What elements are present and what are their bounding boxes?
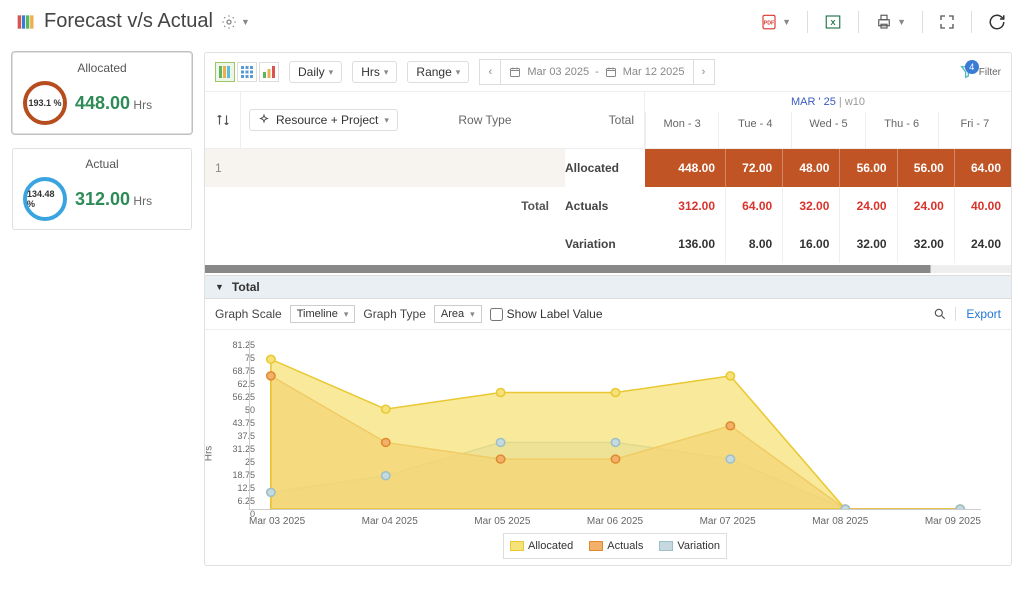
show-label-checkbox[interactable]: Show Label Value — [490, 307, 603, 321]
x-tick: Mar 08 2025 — [812, 516, 868, 527]
grid-icon — [241, 66, 253, 78]
range-select[interactable]: Range▾ — [407, 61, 469, 83]
excel-export[interactable]: X — [822, 11, 844, 33]
allocated-value: 448.00 — [75, 93, 130, 113]
day-header: Fri - 7 — [938, 112, 1011, 148]
view-grid[interactable] — [237, 62, 257, 82]
collapse-icon[interactable]: ▼ — [215, 282, 224, 292]
filter-button[interactable]: 4 Filter — [959, 64, 1001, 80]
legend-item: Variation — [659, 540, 720, 552]
actual-ring: 134.48 % — [23, 177, 67, 221]
y-axis-label: Hrs — [204, 445, 214, 461]
date-next[interactable]: › — [693, 59, 715, 85]
x-tick: Mar 04 2025 — [362, 516, 418, 527]
export-link[interactable]: Export — [955, 307, 1001, 321]
graphtype-label: Graph Type — [363, 307, 425, 321]
scale-select[interactable]: Timeline▾ — [290, 305, 356, 323]
allocated-card[interactable]: Allocated 193.1 % 448.00 Hrs — [12, 52, 192, 134]
day-header: Wed - 5 — [791, 112, 864, 148]
x-tick: Mar 07 2025 — [700, 516, 756, 527]
allocated-card-title: Allocated — [23, 61, 181, 75]
sort-button[interactable] — [205, 92, 241, 148]
period-select[interactable]: Daily▾ — [289, 61, 342, 83]
rowtype-header: Row Type — [406, 113, 564, 127]
print-dropdown[interactable]: ▼ — [873, 11, 908, 33]
graphtype-select[interactable]: Area▾ — [434, 305, 482, 323]
chart-legend: Allocated Actuals Variation — [503, 533, 727, 559]
svg-text:X: X — [831, 18, 836, 27]
pdf-icon: PDF — [760, 13, 778, 31]
x-tick: Mar 03 2025 — [249, 516, 305, 527]
list-icon — [219, 66, 231, 78]
actual-card[interactable]: Actual 134.48 % 312.00 Hrs — [12, 148, 192, 230]
total-header: Total — [564, 113, 644, 127]
group-select[interactable]: Resource + Project▾ — [249, 109, 398, 131]
y-tick: 0 — [250, 509, 255, 519]
x-tick: Mar 05 2025 — [474, 516, 530, 527]
table-row: Variation136.008.0016.0032.0032.0024.00 — [205, 225, 1011, 263]
calendar-icon — [605, 66, 617, 78]
day-header: Mon - 3 — [645, 112, 718, 148]
date-range[interactable]: Mar 03 2025 - Mar 12 2025 — [501, 59, 692, 85]
unit-select[interactable]: Hrs▾ — [352, 61, 397, 83]
day-header: Thu - 6 — [865, 112, 938, 148]
actual-unit: Hrs — [133, 194, 152, 208]
legend-item: Allocated — [510, 540, 573, 552]
pdf-export[interactable]: PDF▼ — [758, 11, 793, 33]
excel-icon: X — [824, 13, 842, 31]
settings-dropdown[interactable]: ▼ — [221, 14, 250, 30]
table-row: TotalActuals312.0064.0032.0024.0024.0040… — [205, 187, 1011, 225]
scrollbar[interactable] — [205, 265, 1011, 273]
chart-plot — [249, 340, 981, 510]
page-title: Forecast v/s Actual — [44, 10, 213, 33]
table-row: 1Allocated448.0072.0048.0056.0056.0064.0… — [205, 149, 1011, 187]
actual-card-title: Actual — [23, 157, 181, 171]
refresh-button[interactable] — [986, 11, 1008, 33]
allocated-unit: Hrs — [133, 98, 152, 112]
x-tick: Mar 06 2025 — [587, 516, 643, 527]
expand-icon — [939, 14, 955, 30]
chart-title: Total — [232, 280, 260, 294]
chart-icon — [263, 66, 275, 78]
scale-label: Graph Scale — [215, 307, 282, 321]
week-label: MAR ' 25 | w10 — [645, 92, 1011, 112]
date-prev[interactable]: ‹ — [479, 59, 501, 85]
view-chart[interactable] — [259, 62, 279, 82]
svg-text:PDF: PDF — [764, 20, 775, 26]
print-icon — [875, 13, 893, 31]
sort-icon — [216, 113, 230, 127]
x-tick: Mar 09 2025 — [925, 516, 981, 527]
refresh-icon — [988, 13, 1006, 31]
filter-badge: 4 — [965, 60, 979, 74]
actual-value: 312.00 — [75, 189, 130, 209]
zoom-icon[interactable] — [933, 307, 947, 321]
books-icon — [16, 12, 36, 32]
view-list[interactable] — [215, 62, 235, 82]
legend-item: Actuals — [589, 540, 643, 552]
magic-icon — [258, 114, 270, 126]
allocated-ring: 193.1 % — [23, 81, 67, 125]
gear-icon — [221, 14, 237, 30]
fullscreen-button[interactable] — [937, 12, 957, 32]
calendar-icon — [509, 66, 521, 78]
day-header: Tue - 4 — [718, 112, 791, 148]
